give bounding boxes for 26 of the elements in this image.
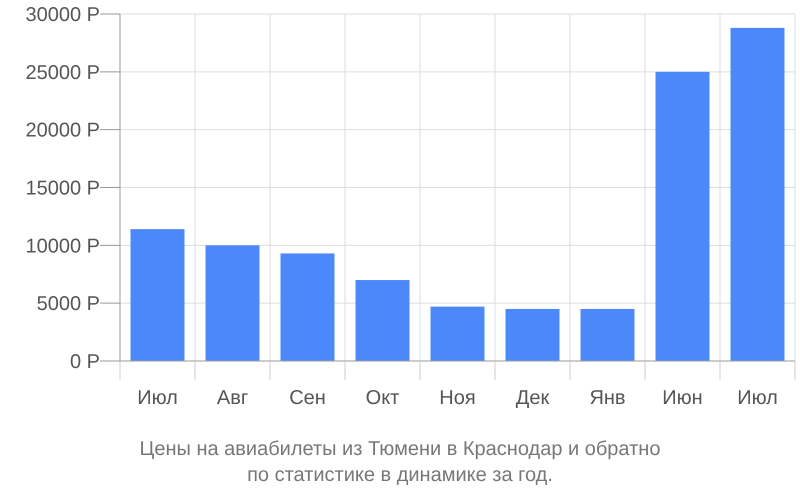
bar xyxy=(356,280,410,361)
x-tick-label: Июл xyxy=(737,387,778,409)
y-tick-label: 15000 Р xyxy=(25,178,100,200)
x-tick-label: Июл xyxy=(137,387,178,409)
bar xyxy=(280,253,334,361)
x-tick-label: Июн xyxy=(662,387,703,409)
y-tick-label: 25000 Р xyxy=(25,62,100,84)
x-tick-label: Дек xyxy=(516,387,550,409)
x-tick-label: Авг xyxy=(216,387,248,409)
bar xyxy=(130,229,184,361)
y-tick-label: 5000 Р xyxy=(36,293,100,316)
bar xyxy=(206,245,260,361)
x-tick-label: Сен xyxy=(289,387,326,409)
y-tick-label: 10000 Р xyxy=(25,235,100,258)
bar xyxy=(506,308,560,361)
bar xyxy=(730,28,784,361)
text: Цены на авиабилеты из Тюмени в Краснодар и обратно по статистике в динамике за год. xyxy=(140,438,660,486)
y-tick-label: 0 Р xyxy=(70,351,100,373)
y-tick-label: 30000 Р xyxy=(25,4,100,26)
x-tick-label: Ноя xyxy=(439,387,476,409)
x-tick-label: Окт xyxy=(366,387,400,409)
y-tick-label: 20000 Р xyxy=(25,120,100,142)
x-tick-label: Янв xyxy=(589,387,626,409)
bar xyxy=(656,72,710,361)
bar xyxy=(430,306,484,361)
bar xyxy=(580,308,634,361)
